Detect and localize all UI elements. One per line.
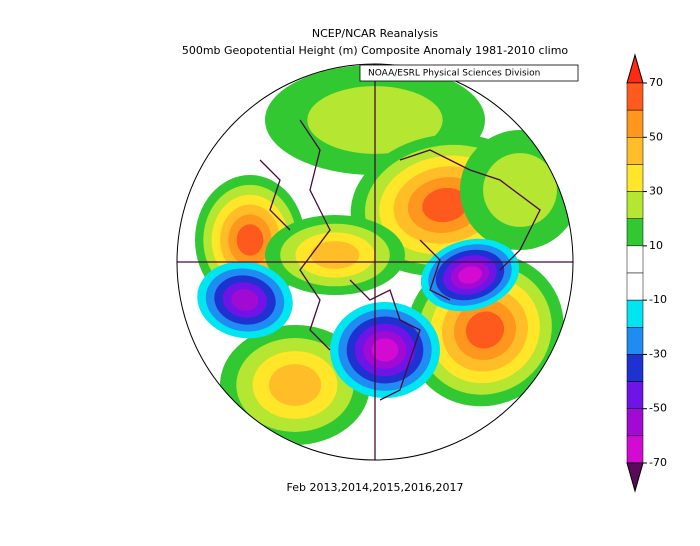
anomaly-contour — [236, 224, 264, 256]
colorbar-band — [626, 164, 644, 192]
colorbar-band — [626, 245, 644, 274]
colorbar-band — [626, 109, 644, 138]
anomaly-contour — [422, 187, 468, 223]
anomaly-contour — [458, 266, 482, 284]
colorbar-tick-label: -50 — [649, 402, 667, 415]
colorbar-band — [626, 218, 644, 247]
colorbar-arrow-top — [626, 53, 644, 84]
footer: Feb 2013,2014,2015,2016,2017 — [287, 481, 464, 494]
coastlines — [259, 119, 541, 401]
colorbar-tick-label: -30 — [649, 347, 667, 360]
colorbar-tick-label: -70 — [649, 456, 667, 469]
colorbar-band — [626, 137, 644, 165]
title: NCEP/NCAR Reanalysis — [312, 27, 438, 40]
colorbar-arrow-bottom — [626, 462, 644, 493]
colorbar-band — [626, 299, 644, 328]
globe-outline — [176, 63, 574, 461]
colorbar-tick-label: 10 — [649, 239, 663, 252]
colorbar-tick-label: 70 — [649, 76, 663, 89]
anomaly-contour — [465, 311, 505, 349]
anomaly-contour — [231, 289, 259, 311]
colorbar-tick-label: 50 — [649, 130, 663, 143]
colorbar-tick-label: -10 — [649, 293, 667, 306]
credit-box — [359, 64, 579, 82]
colorbar-band — [626, 435, 644, 464]
anomaly-contour — [268, 364, 322, 406]
subtitle: 500mb Geopotential Height (m) Composite … — [182, 44, 569, 57]
colorbar-band — [626, 82, 644, 111]
credit: NOAA/ESRL Physical Sciences Division — [368, 69, 540, 79]
colorbar-band — [626, 272, 644, 301]
colorbar-band — [626, 327, 644, 355]
anomaly-contour — [483, 153, 557, 227]
colorbar-tick-label: 30 — [649, 185, 663, 198]
colorbar-band — [626, 381, 644, 409]
colorbar-band — [626, 408, 644, 437]
colorbar-band — [626, 191, 644, 219]
colorbar: 70 50 30 10 -10 -30 -50 -70 — [626, 53, 667, 493]
anomaly-contour — [371, 338, 399, 362]
colorbar-band — [626, 354, 644, 382]
